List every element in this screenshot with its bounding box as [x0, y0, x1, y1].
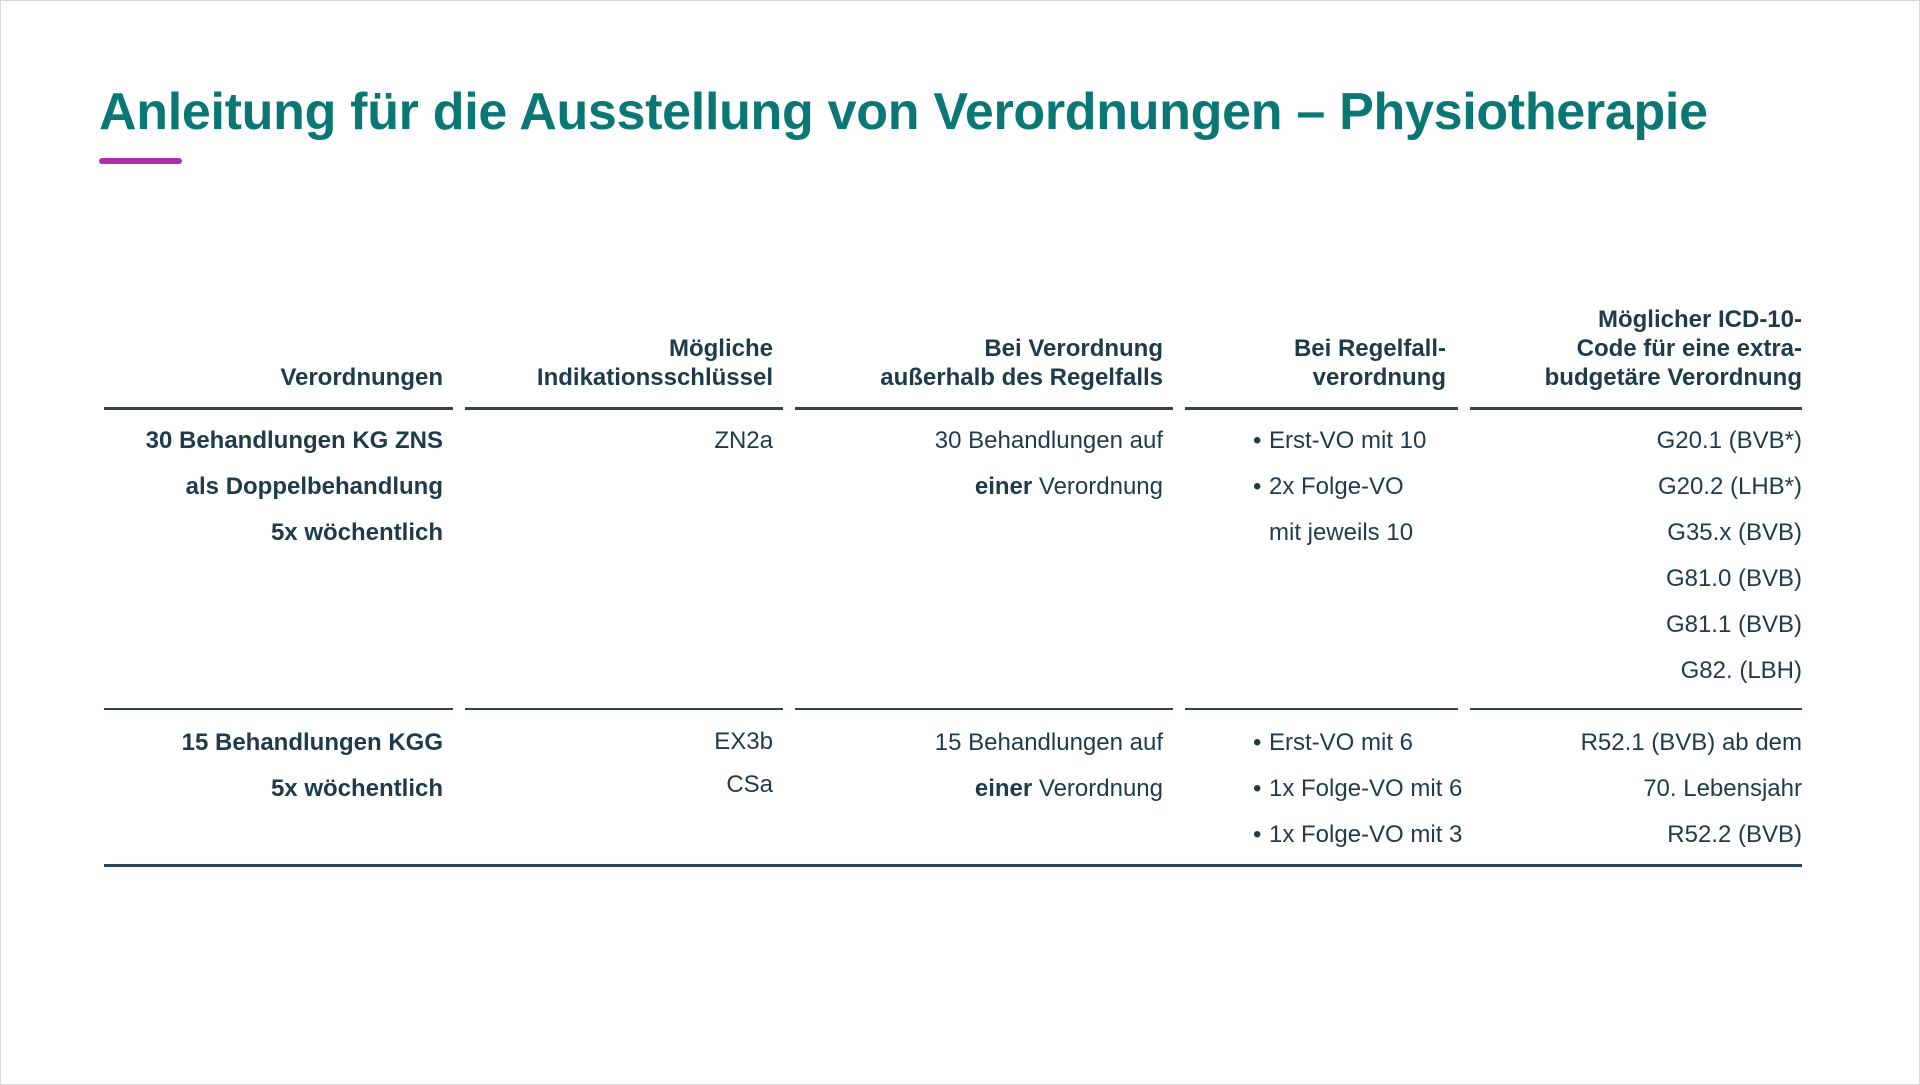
header-verordnungen: Verordnungen [280, 364, 443, 391]
bullet-icon: • [1253, 729, 1262, 756]
header-rule [795, 407, 1173, 410]
bullet-icon: • [1253, 427, 1262, 454]
cell-line: CSa [726, 771, 773, 798]
bullet-text: 1x Folge-VO mit 6 [1269, 775, 1463, 802]
bullet-item: • Erst-VO mit 10 [1253, 418, 1426, 464]
header-rule [465, 407, 783, 410]
bullet-text: 1x Folge-VO mit 3 [1269, 821, 1463, 848]
cell-line: ZN2a [714, 427, 773, 454]
cell-line: 30 Behandlungen KG ZNS [145, 427, 443, 454]
table-row-1-verordnungen: 30 Behandlungen KG ZNS als Doppelbehandl… [104, 418, 453, 556]
cell-line: 5x wöchentlich [270, 775, 443, 802]
cell-line: G35.x (BVB) [1667, 519, 1802, 546]
header-ausserhalb-regelfall: Bei Verordnung außerhalb des Regelfalls [880, 335, 1163, 391]
row-separator [104, 708, 453, 710]
bullet-item: • 1x Folge-VO mit 6 [1253, 766, 1462, 812]
bullet-item: • 1x Folge-VO mit 3 [1253, 812, 1462, 858]
title-accent-bar [99, 158, 182, 164]
cell-line: R52.2 (BVB) [1667, 821, 1802, 848]
table-row-2-regelfall: • Erst-VO mit 6 • 1x Folge-VO mit 6 • 1x Fo… [1253, 720, 1462, 858]
cell-line: EX3b [714, 728, 773, 755]
table-row-2-icd: R52.1 (BVB) ab dem 70. Lebensjahr R52.2 … [1470, 720, 1802, 858]
header-regelfallverordnung: Bei Regelfall- verordnung [1293, 335, 1446, 391]
cell-line: G81.1 (BVB) [1665, 611, 1802, 638]
row-separator [465, 708, 783, 710]
header-icd10-code: Möglicher ICD-10- Code für eine extra- b… [1544, 306, 1802, 391]
header-indikationsschluessel: Mögliche Indikationsschlüssel [536, 335, 773, 391]
bullet-icon: • [1253, 473, 1262, 500]
cell-text: Verordnung [1032, 775, 1163, 802]
cell-line: R52.1 (BVB) ab dem [1580, 729, 1802, 756]
header-rule [1185, 407, 1458, 410]
row-separator [795, 708, 1173, 710]
table-row-1-ausserhalb: 30 Behandlungen auf einer Verordnung [795, 418, 1173, 510]
header-rule [1470, 407, 1802, 410]
bullet-icon: • [1253, 821, 1262, 848]
cell-line: als Doppelbehandlung [185, 473, 443, 500]
bullet-text: 2x Folge-VO [1269, 473, 1404, 500]
cell-line: einer Verordnung [795, 464, 1163, 510]
row-separator [1470, 708, 1802, 710]
cell-line: G20.2 (LHB*) [1657, 473, 1802, 500]
cell-line: 5x wöchentlich [270, 519, 443, 546]
cell-line: 30 Behandlungen auf [934, 427, 1163, 454]
cell-line: 15 Behandlungen KGG [181, 729, 443, 756]
cell-line: G81.0 (BVB) [1665, 565, 1802, 592]
page-title: Anleitung für die Ausstellung von Verord… [99, 83, 1708, 141]
table-row-2-indikation: EX3b CSa [465, 720, 783, 806]
cell-line: G82. (LBH) [1680, 657, 1802, 684]
cell-text: Verordnung [1032, 473, 1163, 500]
cell-line: 70. Lebensjahr [1643, 775, 1802, 802]
table-row-2-verordnungen: 15 Behandlungen KGG 5x wöchentlich [104, 720, 453, 812]
bullet-text: Erst-VO mit 10 [1269, 427, 1427, 454]
bullet-continuation: mit jeweils 10 [1253, 510, 1426, 556]
cell-line: G20.1 (BVB*) [1656, 427, 1802, 454]
cell-line: 15 Behandlungen auf [934, 729, 1163, 756]
row-separator [1185, 708, 1458, 710]
table-row-1-regelfall: • Erst-VO mit 10 • 2x Folge-VO mit jeweils… [1253, 418, 1426, 556]
cell-line: einer Verordnung [795, 766, 1163, 812]
table-bottom-rule [104, 864, 1802, 867]
table-row-2-ausserhalb: 15 Behandlungen auf einer Verordnung [795, 720, 1173, 812]
bullet-icon: • [1253, 775, 1262, 802]
bullet-text: Erst-VO mit 6 [1269, 729, 1414, 756]
table-row-1-indikation: ZN2a [465, 418, 783, 464]
emphasis-text: einer [974, 473, 1033, 500]
bullet-item: • Erst-VO mit 6 [1253, 720, 1462, 766]
bullet-item: • 2x Folge-VO [1253, 464, 1426, 510]
table-row-1-icd: G20.1 (BVB*) G20.2 (LHB*) G35.x (BVB) G8… [1470, 418, 1802, 694]
header-rule [104, 407, 453, 410]
emphasis-text: einer [974, 775, 1033, 802]
bullet-text: mit jeweils 10 [1269, 519, 1414, 546]
